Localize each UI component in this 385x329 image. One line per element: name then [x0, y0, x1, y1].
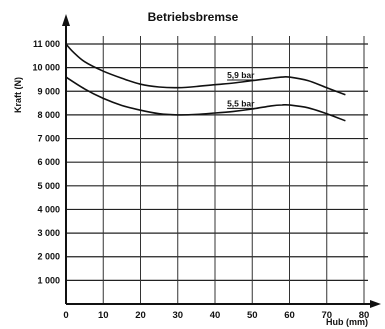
y-tick-label: 5 000: [37, 181, 60, 191]
x-tick-label: 50: [247, 310, 258, 321]
axes: [62, 14, 381, 308]
x-tick-label: 10: [98, 310, 109, 321]
grid: [66, 36, 368, 304]
series: 5,9 bar 5,5 bar: [65, 43, 346, 122]
series-line-2: [65, 76, 346, 122]
y-axis-arrow: [62, 14, 70, 26]
x-tick-label: 30: [172, 310, 183, 321]
x-tick-label: 0: [63, 310, 68, 321]
y-tick-label: 6 000: [37, 157, 60, 167]
y-tick-label: 2 000: [37, 252, 60, 262]
x-tick-label: 80: [359, 310, 370, 321]
series-label-2: 5,5 bar: [227, 98, 255, 108]
y-tick-label: 4 000: [37, 204, 60, 214]
x-axis-arrow: [370, 300, 381, 308]
y-tick-label: 9 000: [37, 86, 60, 96]
y-axis-label: Kraft (N): [13, 77, 23, 113]
x-tick-label: 60: [284, 310, 295, 321]
x-tick-label: 20: [135, 310, 146, 321]
y-tick-label: 7 000: [37, 134, 60, 144]
y-tick-label: 10 000: [32, 63, 60, 73]
chart-title: Betriebsbremse: [148, 10, 239, 24]
y-tick-label: 11 000: [33, 39, 60, 49]
tick-labels: 1 000 2 000 3 000 4 000 5 000 6 000 7 000 8 000…: [32, 39, 369, 321]
y-tick-label: 1 000: [37, 275, 60, 285]
x-axis-label: Hub (mm): [326, 317, 368, 327]
x-tick-label: 70: [321, 310, 332, 321]
series-label-1: 5,9 bar: [227, 70, 255, 80]
y-tick-label: 8 000: [37, 110, 60, 120]
x-tick-label: 40: [210, 310, 221, 321]
series-line-1: [65, 43, 346, 96]
y-tick-label: 3 000: [37, 228, 60, 238]
